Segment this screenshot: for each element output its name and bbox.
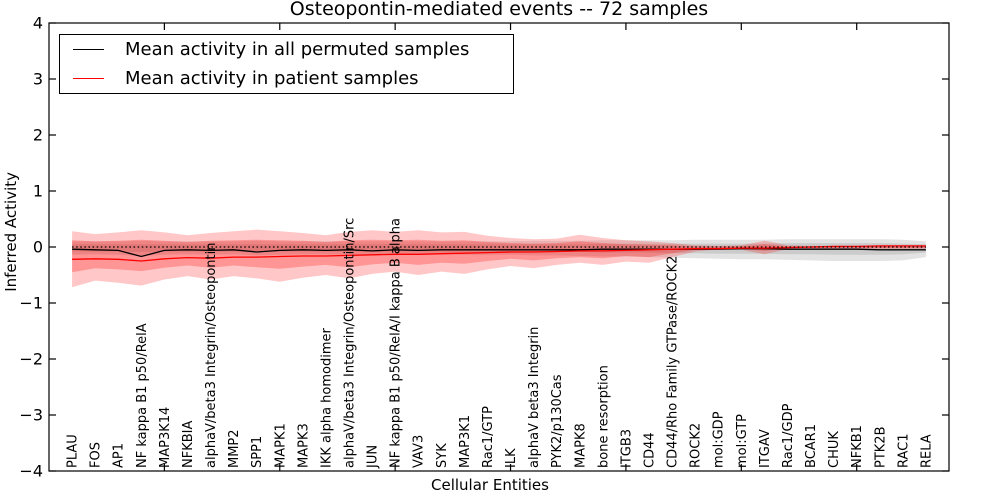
band-permuted-spread-inner (72, 243, 926, 255)
y-tick-label: −4 (19, 462, 43, 481)
x-category-label: alphaV/beta3 Integrin/Osteopontin (204, 243, 219, 468)
x-category-label: MMP2 (227, 429, 242, 468)
series-line-patient (72, 245, 926, 262)
x-axis-label: Cellular Entities (431, 476, 549, 494)
x-category-label: NFKB1 (850, 425, 865, 468)
y-tick-label: −2 (19, 350, 43, 369)
band-patient-spread-outer (72, 229, 926, 288)
x-category-label: BCAR1 (804, 424, 819, 468)
y-tick-label: 2 (33, 126, 43, 145)
x-category-label: NF kappa B1 p50/RelA/I kappa B alpha (389, 218, 404, 468)
x-category-label: ITGAV (758, 429, 773, 468)
x-category-label: MAPK1 (273, 423, 288, 468)
x-category-label: MAPK3 (296, 423, 311, 468)
x-category-label: Rac1/GTP (481, 406, 496, 468)
x-category-label: PYK2/p130Cas (550, 374, 565, 468)
y-tick-label: 0 (33, 238, 43, 257)
y-tick-label: 3 (33, 70, 43, 89)
x-category-label: MAPK8 (573, 423, 588, 468)
x-category-label: RELA (919, 434, 934, 468)
x-category-label: NF kappa B1 p50/RelA (135, 323, 150, 468)
x-category-label: alphaV beta3 Integrin (527, 327, 542, 468)
x-category-label: CD44 (643, 432, 658, 468)
band-patient-spread-inner (72, 239, 926, 273)
x-category-label: mol:GTP (735, 414, 750, 468)
legend-label: Mean activity in all permuted samples (125, 39, 470, 60)
legend-label: Mean activity in patient samples (125, 68, 419, 89)
y-tick-label: −3 (19, 406, 43, 425)
x-category-label: RAC1 (896, 433, 911, 468)
x-category-label: NFKBIA (181, 421, 196, 468)
y-tick-label: 4 (33, 14, 43, 33)
x-category-label: PLAU (66, 434, 81, 468)
x-category-label: VAV3 (412, 435, 427, 468)
x-category-label: SPP1 (250, 436, 265, 468)
x-category-label: CHUK (827, 431, 842, 468)
x-category-label: ILK (504, 448, 519, 468)
legend-item-patient: Mean activity in patient samples (60, 64, 513, 93)
y-tick-label: −1 (19, 294, 43, 313)
x-category-label: PTK2B (873, 427, 888, 469)
legend: Mean activity in all permuted samples Me… (59, 34, 514, 94)
y-tick-label: 1 (33, 182, 43, 201)
x-category-label: bone resorption (596, 365, 611, 468)
x-category-label: CD44/Rho Family GTPase/ROCK2 (666, 256, 681, 468)
x-category-label: FOS (89, 442, 104, 468)
x-category-label: AP1 (112, 443, 127, 468)
series-line-permuted (72, 248, 926, 258)
x-category-label: JUN (366, 445, 381, 469)
x-category-label: mol:GDP (712, 411, 727, 468)
x-category-label: ROCK2 (689, 423, 704, 468)
x-category-label: ITGB3 (619, 429, 634, 468)
y-axis-label: Inferred Activity (2, 172, 20, 292)
chart-title: Osteopontin-mediated events -- 72 sample… (289, 0, 709, 20)
x-category-label: SYK (435, 443, 450, 468)
x-category-label: MAP3K14 (158, 407, 173, 468)
legend-line-red (73, 78, 104, 79)
legend-item-permuted: Mean activity in all permuted samples (60, 35, 513, 64)
x-category-label: IKK alpha homodimer (319, 327, 334, 468)
x-category-label: Rac1/GDP (781, 403, 796, 468)
legend-line-black (73, 49, 104, 50)
x-category-label: MAP3K1 (458, 415, 473, 468)
x-category-label: alphaV/beta3 Integrin/Osteopontin/Src (343, 218, 358, 468)
